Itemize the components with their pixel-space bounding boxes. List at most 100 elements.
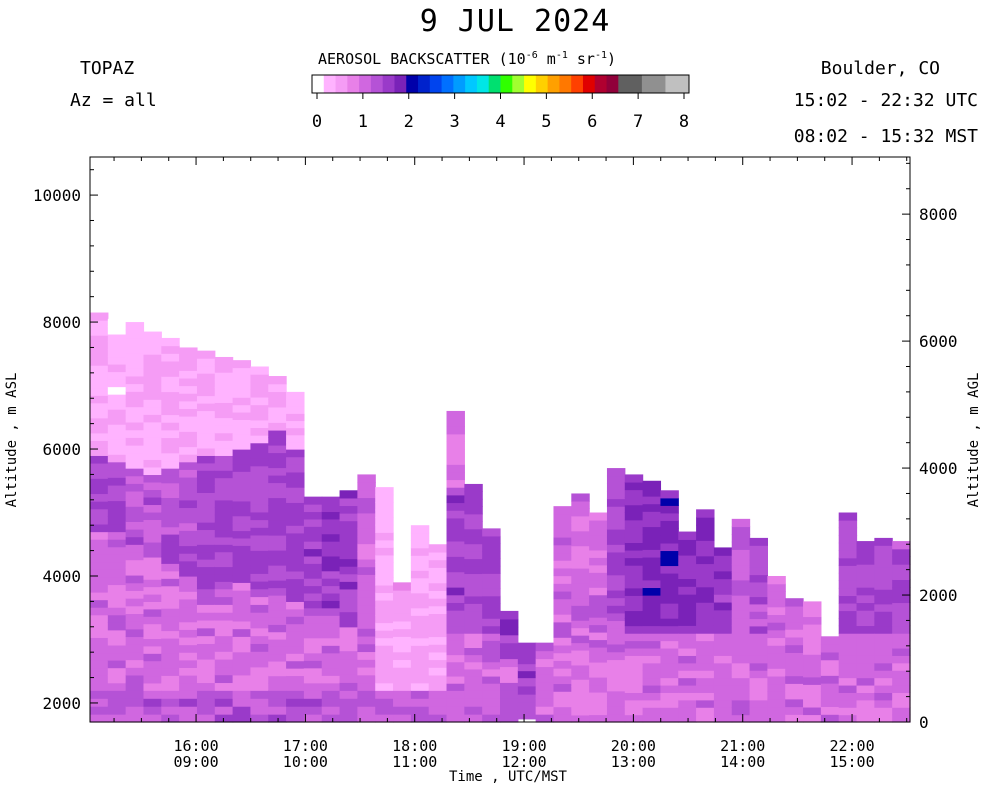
heatmap-cell — [232, 382, 252, 391]
heatmap-cell — [107, 592, 127, 601]
heatmap-cell — [250, 619, 269, 629]
heatmap-cell — [500, 650, 519, 660]
heatmap-cell — [749, 633, 768, 642]
heatmap-cell — [107, 516, 127, 525]
heatmap-cell — [678, 609, 697, 619]
heatmap-cell — [892, 579, 911, 588]
heatmap-cell — [535, 682, 555, 691]
heatmap-cell — [446, 464, 465, 473]
heatmap-cell — [90, 622, 109, 631]
heatmap-cell — [500, 618, 519, 628]
heatmap-cell — [874, 625, 893, 634]
heatmap-cell — [500, 634, 519, 644]
heatmap-cell — [589, 512, 608, 521]
heatmap-cell — [731, 625, 751, 634]
heatmap-cell — [785, 598, 804, 607]
heatmap-cell — [214, 417, 234, 426]
heatmap-cell — [731, 707, 751, 716]
heatmap-cell — [464, 610, 483, 619]
heatmap-cell — [107, 614, 127, 623]
heatmap-cell — [571, 657, 590, 666]
heatmap-cell — [482, 558, 501, 567]
heatmap-cell — [250, 666, 269, 676]
heatmap-cell — [179, 621, 198, 630]
heatmap-cell — [375, 592, 394, 601]
heatmap-cell — [410, 622, 430, 631]
heatmap-cell — [606, 513, 626, 522]
heatmap-cell — [393, 651, 412, 661]
heatmap-cell — [410, 585, 430, 594]
heatmap-cell — [214, 682, 234, 691]
heatmap-cell — [624, 512, 644, 521]
heatmap-cell — [196, 635, 216, 644]
colorbar-swatch — [441, 75, 454, 93]
heatmap-cell — [446, 494, 465, 504]
heatmap-cell — [767, 675, 786, 685]
heatmap-cell — [375, 562, 394, 571]
heatmap-cell — [606, 612, 626, 622]
heatmap-cell — [500, 658, 519, 668]
heatmap-cell — [303, 637, 323, 646]
heatmap-cell — [446, 471, 465, 481]
heatmap-cell — [125, 674, 145, 684]
heatmap-cell — [642, 602, 662, 611]
heatmap-cell — [161, 360, 180, 370]
heatmap-cell — [179, 545, 198, 554]
heatmap-cell — [856, 571, 875, 581]
heatmap-cell — [624, 489, 644, 498]
heatmap-cell — [107, 599, 127, 608]
heatmap-cell — [375, 706, 394, 715]
heatmap-cell — [642, 677, 662, 686]
heatmap-cell — [500, 690, 519, 699]
heatmap-cell — [232, 508, 252, 517]
heatmap-cell — [874, 640, 893, 649]
heatmap-cell — [214, 470, 234, 479]
heatmap-cell — [731, 595, 751, 604]
heatmap-cell — [90, 599, 109, 608]
colorbar-title-end: ) — [607, 50, 617, 68]
heatmap-cell — [250, 442, 269, 451]
heatmap-cell — [161, 406, 180, 416]
heatmap-cell — [179, 522, 198, 531]
heatmap-cell — [892, 594, 911, 604]
heatmap-cell — [589, 676, 608, 686]
heatmap-cell — [214, 643, 234, 652]
heatmap-cell — [161, 383, 180, 393]
heatmap-cell — [713, 684, 733, 693]
heatmap-cell — [250, 404, 269, 413]
colorbar-swatch — [571, 75, 584, 93]
heatmap-cell — [250, 596, 269, 605]
heatmap-cell — [125, 659, 145, 668]
heatmap-cell — [696, 578, 715, 588]
heatmap-cell — [321, 698, 341, 707]
heatmap-cell — [678, 655, 697, 664]
heatmap-cell — [125, 698, 145, 707]
heatmap-cell — [161, 497, 180, 506]
heatmap-cell — [606, 597, 626, 606]
heatmap-cell — [179, 652, 198, 661]
heatmap-cell — [428, 706, 448, 715]
heatmap-cell — [678, 662, 697, 671]
heatmap-cell — [767, 575, 786, 585]
heatmap-cell — [339, 658, 358, 668]
heatmap-cell — [606, 714, 626, 723]
heatmap-cell — [268, 505, 287, 514]
heatmap-cell — [856, 707, 875, 716]
heatmap-cell — [107, 607, 127, 616]
heatmap-cell — [838, 692, 858, 701]
heatmap-cell — [749, 581, 768, 590]
heatmap-cell — [250, 698, 269, 707]
heatmap-cell — [107, 409, 127, 418]
heatmap-cell — [589, 714, 608, 723]
heatmap-cell — [589, 691, 608, 701]
heatmap-cell — [731, 587, 751, 596]
heatmap-cell — [232, 419, 252, 428]
heatmap-cell — [250, 511, 269, 521]
heatmap-cell — [232, 397, 252, 406]
heatmap-cell — [339, 558, 358, 567]
heatmap-cell — [125, 483, 145, 492]
heatmap-cell — [464, 675, 483, 684]
heatmap-cell — [143, 714, 162, 723]
heatmap-cell — [446, 410, 465, 420]
heatmap-cell — [161, 490, 180, 498]
